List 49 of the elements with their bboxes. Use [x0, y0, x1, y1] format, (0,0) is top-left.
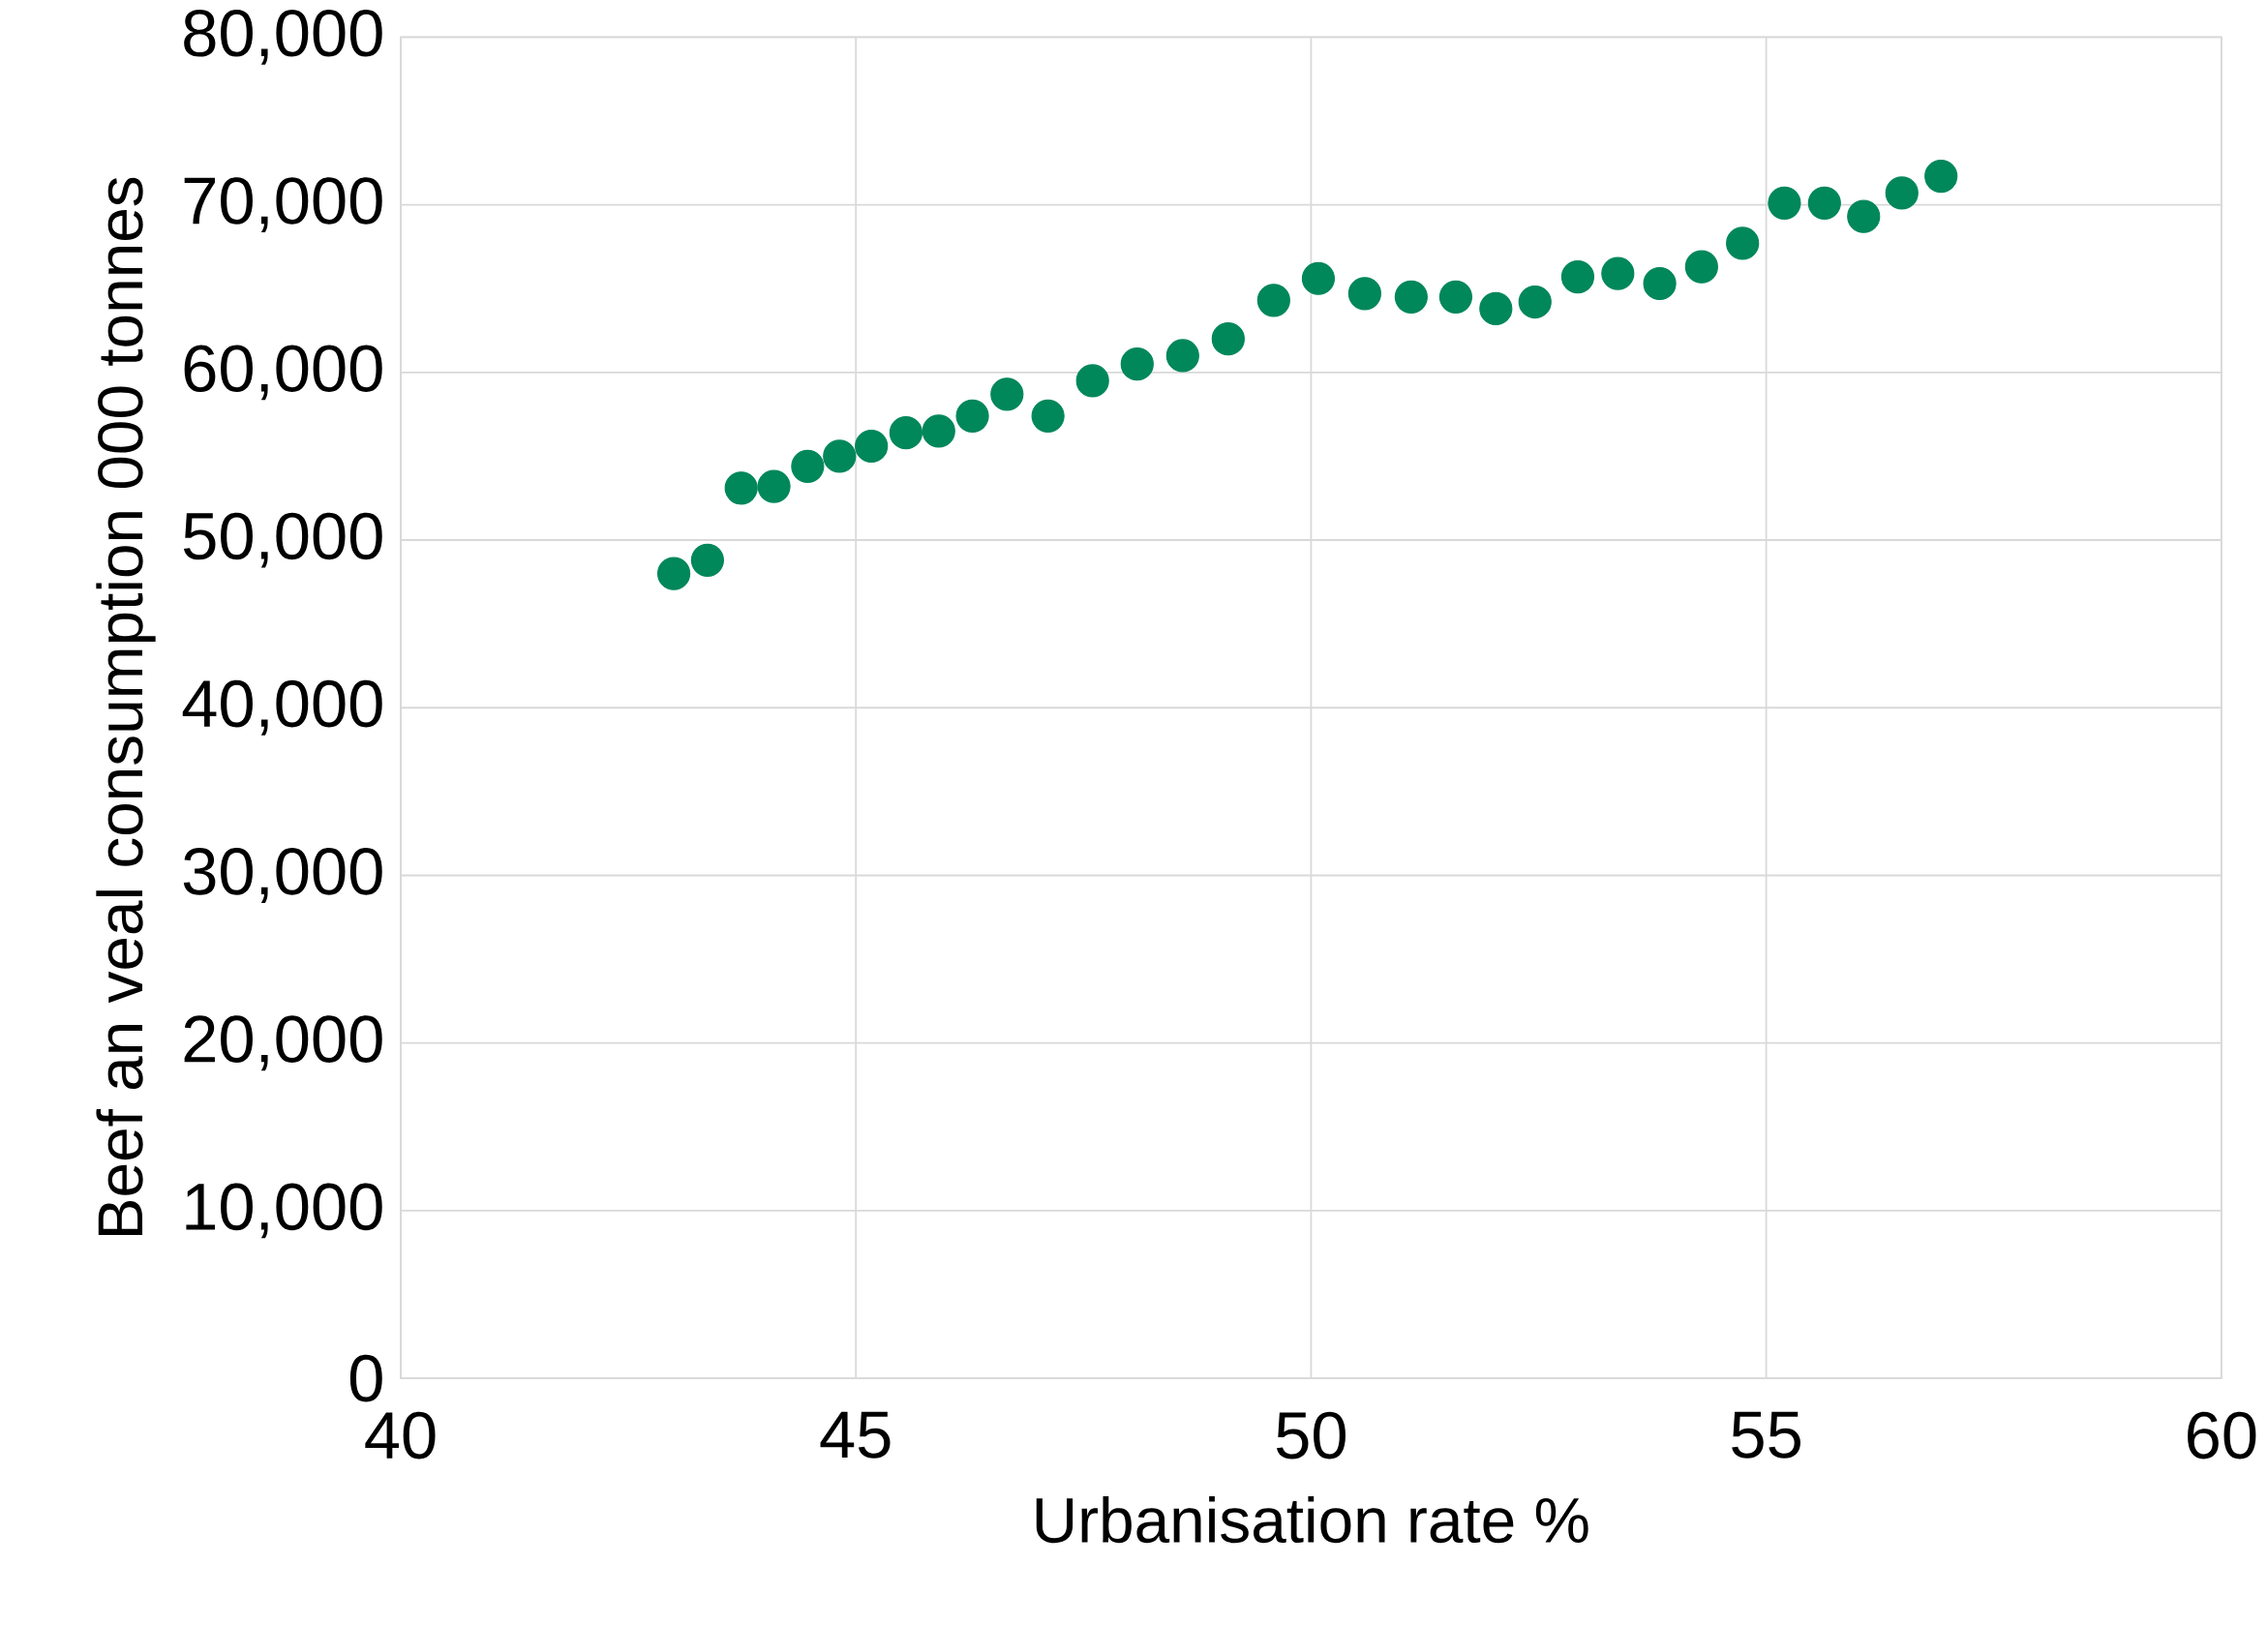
point	[757, 469, 791, 503]
point	[1726, 226, 1760, 260]
y-tick-label: 40,000	[182, 679, 382, 736]
x-tick-label: 50	[1276, 1411, 1346, 1459]
x-tick-label: 60	[2188, 1411, 2256, 1459]
point	[1601, 256, 1635, 290]
point	[1165, 339, 1199, 373]
x-axis-title: Urbanisation rate %	[1036, 1495, 1588, 1544]
point	[1684, 250, 1718, 284]
point	[1256, 284, 1290, 317]
y-tick-label: 50,000	[183, 512, 382, 568]
point	[1807, 186, 1841, 220]
point	[1394, 280, 1428, 314]
point	[855, 429, 889, 464]
y-tick-label: 80,000	[184, 9, 382, 65]
y-tick-label: 30,000	[183, 848, 382, 903]
y-tick-label: 10,000	[186, 1183, 382, 1239]
point	[1031, 399, 1065, 433]
point	[1301, 261, 1336, 295]
x-tick-label: 45	[820, 1411, 891, 1459]
y-tick-label: 60,000	[184, 345, 382, 401]
point	[990, 377, 1024, 411]
y-tick-label: 0	[349, 1354, 382, 1402]
point	[1479, 291, 1513, 325]
point	[1211, 321, 1245, 356]
point	[1347, 277, 1381, 311]
y-tick-label: 20,000	[184, 1015, 382, 1071]
point	[1924, 159, 1958, 194]
point	[1438, 280, 1473, 314]
point	[1120, 346, 1154, 381]
x-tick-label: 40	[365, 1411, 436, 1459]
point	[657, 557, 691, 590]
y-axis-title: Beef an veal consumption 000 tonnes	[96, 177, 156, 1235]
x-tick-label: 55	[1732, 1411, 1800, 1459]
point	[1768, 186, 1801, 220]
point	[1560, 259, 1595, 294]
point	[724, 471, 758, 505]
point	[791, 449, 825, 483]
point	[1643, 266, 1677, 300]
point	[1075, 364, 1109, 398]
point	[922, 414, 955, 448]
point	[823, 439, 857, 473]
point	[1518, 285, 1552, 319]
point	[889, 415, 923, 450]
point	[1885, 176, 1919, 210]
point	[1847, 199, 1881, 233]
y-tick-label: 70,000	[184, 177, 382, 232]
point	[690, 543, 724, 577]
point	[955, 399, 989, 433]
